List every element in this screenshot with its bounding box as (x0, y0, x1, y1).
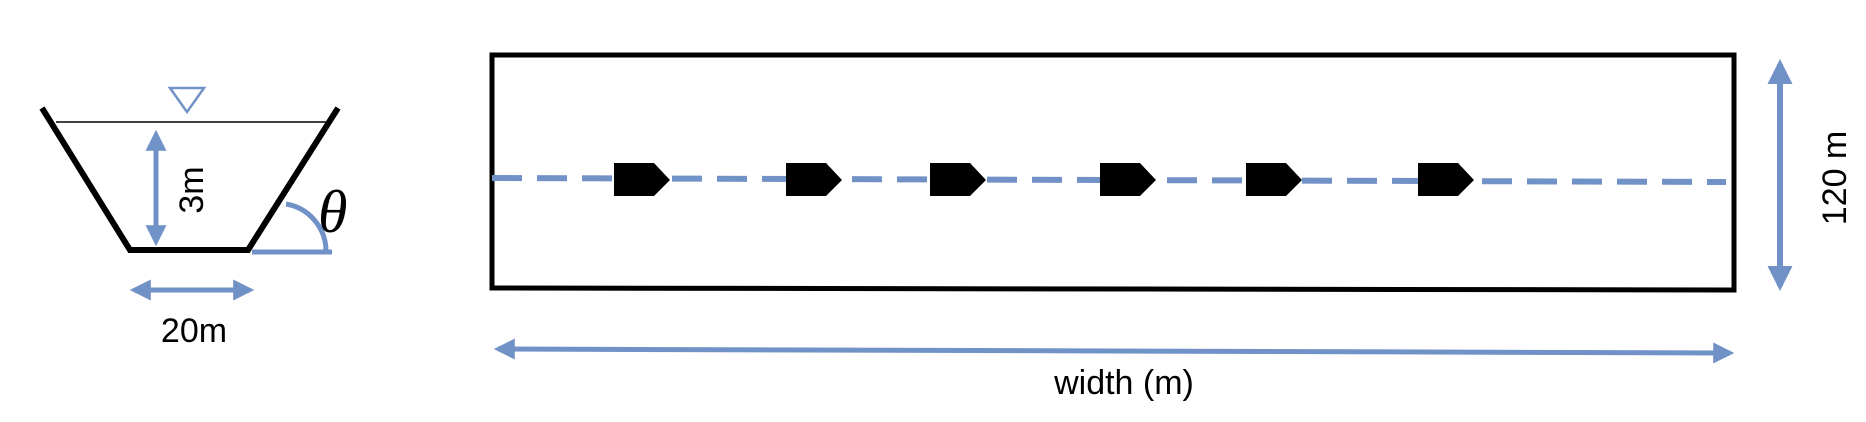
water-surface-icon (167, 86, 207, 115)
channel-cross-section: 3m θ 20m (39, 86, 347, 350)
width-label: width (m) (1053, 364, 1194, 402)
marker-icon (1246, 163, 1302, 196)
channel-walls (39, 106, 341, 253)
marker-icon (1418, 163, 1474, 196)
markers (614, 163, 1474, 196)
width-arrow (493, 338, 1735, 364)
marker-icon (1100, 163, 1156, 196)
marker-icon (614, 163, 670, 196)
depth-label: 3m (173, 166, 211, 213)
marker-icon (786, 163, 842, 196)
channel-plan-view: 120 m width (m) (489, 52, 1854, 402)
angle-arc (285, 201, 329, 253)
bottom-width-label: 20m (161, 312, 227, 350)
angle-label: θ (318, 179, 347, 245)
centerline (491, 175, 1727, 185)
channel-outline (489, 52, 1737, 293)
height-label: 120 m (1816, 131, 1854, 226)
marker-icon (930, 163, 986, 196)
